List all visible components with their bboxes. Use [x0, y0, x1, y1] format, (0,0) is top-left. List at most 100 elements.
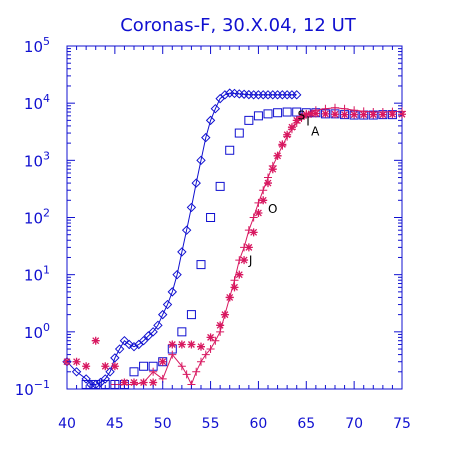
square-point [215, 181, 225, 191]
diamond-point [71, 367, 82, 377]
y-tick-exponent: 5 [43, 35, 50, 48]
plus-point [230, 276, 239, 285]
plus-point [197, 357, 205, 366]
plus-point [192, 367, 201, 376]
curve-label: J [248, 254, 253, 268]
y-tick-label: 103 [24, 149, 50, 170]
diamond-point [162, 299, 173, 310]
star-point [72, 357, 81, 366]
star-point [254, 208, 263, 217]
plus-point [287, 125, 296, 134]
star-point [235, 270, 244, 279]
y-tick-exponent: 0 [43, 321, 50, 334]
y-tick-exponent: −1 [34, 378, 50, 391]
square-point [273, 108, 283, 118]
diamond-point [191, 178, 201, 188]
star-point [350, 110, 359, 119]
x-tick-label: 45 [106, 416, 124, 432]
y-tick-base: 10 [24, 324, 43, 342]
star-point [340, 110, 349, 119]
y-tick-label: 10−1 [15, 378, 50, 399]
series-0-line [66, 92, 297, 385]
diamond-point [292, 90, 302, 100]
x-tick-label: 50 [154, 416, 172, 432]
plus-point [278, 141, 287, 150]
curve-label: A [311, 125, 320, 139]
plus-point [273, 151, 282, 160]
diamond-point [201, 132, 211, 143]
diamond-point [129, 341, 139, 352]
star-point [331, 110, 339, 119]
plus-point [182, 370, 191, 379]
diamond-point [196, 155, 206, 166]
x-tick-label: 65 [297, 416, 315, 432]
diamond-point [138, 335, 149, 346]
star-point [197, 342, 205, 351]
star-point [110, 362, 119, 371]
plus-point [216, 327, 225, 336]
x-tick-label: 55 [202, 416, 220, 432]
plus-point [321, 104, 330, 113]
plus-point [283, 132, 292, 141]
diamond-point [177, 247, 187, 257]
star-point [321, 109, 330, 118]
plus-point [149, 367, 158, 376]
star-point [240, 256, 249, 265]
diamond-point [81, 374, 91, 384]
plus-point [264, 173, 272, 182]
plus-point [369, 108, 378, 117]
diamond-point [148, 327, 158, 337]
diamond-point [205, 115, 216, 126]
star-point [91, 336, 100, 345]
y-tick-exponent: 3 [43, 149, 50, 162]
plus-point [177, 362, 186, 371]
y-tick-label: 105 [24, 35, 50, 56]
diamond-point [62, 357, 72, 367]
diamond-point [172, 269, 182, 280]
plus-point [297, 114, 306, 123]
square-point [282, 107, 292, 117]
plus-point [220, 310, 229, 319]
star-point [177, 340, 186, 349]
diamond-point [186, 202, 197, 213]
y-tick-base: 10 [24, 267, 43, 285]
plus-point [350, 106, 359, 115]
plus-point [359, 107, 368, 116]
diamond-point [181, 225, 192, 235]
star-point [230, 283, 239, 292]
diamond-point [124, 339, 134, 350]
plus-point [244, 226, 253, 235]
plus-point [235, 256, 244, 265]
plus-point [340, 104, 349, 113]
star-point [82, 362, 91, 371]
y-tick-exponent: 2 [43, 207, 50, 220]
star-point [259, 196, 268, 205]
plus-point [254, 198, 263, 207]
y-tick-exponent: 1 [43, 264, 50, 277]
plus-point [292, 118, 301, 127]
square-point [234, 128, 244, 138]
y-tick-base: 10 [24, 38, 43, 56]
plus-point [331, 103, 339, 112]
star-point [187, 340, 196, 349]
x-tick-label: 60 [250, 416, 268, 432]
y-tick-label: 100 [24, 321, 50, 342]
curve-label: I [306, 114, 310, 128]
plus-point [240, 243, 249, 252]
square-point [244, 115, 254, 125]
plus-point [268, 161, 277, 170]
y-tick-base: 10 [15, 381, 34, 399]
plus-point [168, 350, 177, 359]
star-point [168, 340, 177, 349]
diamond-point [220, 90, 230, 100]
star-point [206, 333, 215, 342]
square-point [206, 213, 216, 222]
star-point [244, 243, 253, 252]
plus-point [211, 336, 220, 345]
star-point [307, 109, 316, 118]
square-point [292, 107, 302, 117]
plus-point [311, 106, 320, 115]
diamond-point [158, 309, 168, 320]
